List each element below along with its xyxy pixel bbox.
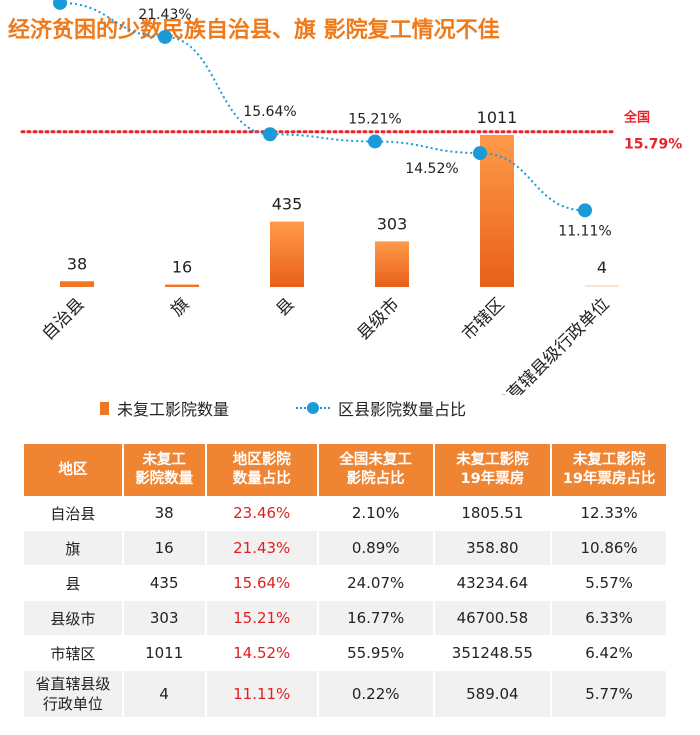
- table-cell: 46700.58: [434, 601, 553, 636]
- bar-1: [165, 284, 199, 287]
- table-cell-share: 14.52%: [206, 636, 319, 671]
- line-layer: 23.46%21.43%15.64%15.21%14.52%11.11%: [53, 0, 612, 239]
- table-cell-region: 省直辖县级 行政单位: [24, 671, 124, 718]
- table-cell: 5.77%: [552, 671, 666, 718]
- bars-layer: 38 16 435 303 1011 4: [60, 108, 619, 287]
- bar-5: [585, 285, 619, 287]
- table-row: 省直辖县级 行政单位 4 11.11% 0.22% 589.04 5.77%: [24, 671, 666, 718]
- bar-value-label: 16: [172, 258, 192, 277]
- line-value-label: 21.43%: [138, 7, 191, 23]
- x-tick-label: 县: [272, 294, 298, 320]
- series-line: [59, 1, 586, 212]
- table-cell-share: 15.64%: [206, 566, 319, 601]
- reference-label: 全国: [623, 110, 650, 126]
- table-cell: 4: [123, 671, 207, 718]
- table-cell: 24.07%: [318, 566, 435, 601]
- data-table: 地区 未复工 影院数量 地区影院 数量占比 全国未复工 影院占比 未复工影院 1…: [24, 444, 666, 718]
- table-cell: 1011: [123, 636, 207, 671]
- x-tick-label: 自治县: [38, 294, 88, 344]
- line-value-label: 15.21%: [348, 111, 401, 127]
- table-cell-share: 23.46%: [206, 496, 319, 531]
- bar-4: [480, 135, 514, 287]
- table-header-cell: 未复工影院 19年票房: [434, 444, 553, 496]
- table-header-cell: 地区影院 数量占比: [206, 444, 319, 496]
- bar-3: [375, 241, 409, 287]
- table-row: 自治县 38 23.46% 2.10% 1805.51 12.33%: [24, 496, 666, 531]
- table-cell: 16: [123, 531, 207, 566]
- table-cell: 6.33%: [552, 601, 666, 636]
- line-point-0: [53, 0, 67, 10]
- table-cell: 589.04: [434, 671, 553, 718]
- table-cell: 351248.55: [434, 636, 553, 671]
- page-title: 经济贫困的少数民族自治县、旗 影院复工情况不佳: [8, 18, 500, 43]
- line-value-label: 15.64%: [243, 104, 296, 120]
- bar-value-label: 38: [67, 254, 87, 273]
- bar-value-label: 435: [272, 195, 303, 214]
- legend-item-bar: 未复工影院数量: [100, 396, 229, 420]
- line-point-2: [263, 127, 277, 142]
- table-cell: 43234.64: [434, 566, 553, 601]
- table-row: 市辖区 1011 14.52% 55.95% 351248.55 6.42%: [24, 636, 666, 671]
- legend: 未复工影院数量 区县影院数量占比: [0, 396, 700, 426]
- x-tick-label: 市辖区: [458, 294, 508, 344]
- table-cell-region: 县: [24, 566, 124, 601]
- bar-0: [60, 281, 94, 287]
- line-point-3: [368, 134, 382, 149]
- x-tick-label: 省直辖县级行政单位: [491, 294, 613, 395]
- table-cell-region: 自治县: [24, 496, 124, 531]
- table-cell: 358.80: [434, 531, 553, 566]
- bar-value-label: 303: [377, 214, 408, 233]
- table-row: 县级市 303 15.21% 16.77% 46700.58 6.33%: [24, 601, 666, 636]
- table-cell: 55.95%: [318, 636, 435, 671]
- table-header-row: 地区 未复工 影院数量 地区影院 数量占比 全国未复工 影院占比 未复工影院 1…: [24, 444, 666, 496]
- line-point-1: [158, 29, 172, 44]
- bar-2: [270, 221, 304, 287]
- reference-value-label: 15.79%: [624, 137, 682, 153]
- x-tick-label: 县级市: [353, 294, 403, 344]
- table-cell: 16.77%: [318, 601, 435, 636]
- legend-line-label: 区县影院数量占比: [338, 400, 467, 419]
- legend-bar-label: 未复工影院数量: [117, 400, 230, 419]
- line-point-5: [578, 203, 592, 218]
- table-header-cell: 全国未复工 影院占比: [318, 444, 435, 496]
- table-cell-region: 旗: [24, 531, 124, 566]
- table-cell: 10.86%: [552, 531, 666, 566]
- table-cell: 12.33%: [552, 496, 666, 531]
- table-row: 县 435 15.64% 24.07% 43234.64 5.57%: [24, 566, 666, 601]
- table-header-cell: 未复工 影院数量: [123, 444, 207, 496]
- table-cell: 6.42%: [552, 636, 666, 671]
- bar-value-label: 1011: [477, 108, 518, 127]
- legend-line-swatch: [296, 401, 330, 415]
- table-cell-share: 21.43%: [206, 531, 319, 566]
- line-value-label: 11.11%: [558, 223, 611, 239]
- line-value-label: 14.52%: [405, 161, 458, 177]
- table-cell-region: 市辖区: [24, 636, 124, 671]
- legend-bar-swatch: [100, 401, 109, 415]
- table-cell-share: 15.21%: [206, 601, 319, 636]
- table-cell-share: 11.11%: [206, 671, 319, 718]
- reference-line-layer: 全国 15.79%: [20, 110, 682, 153]
- table-cell: 1805.51: [434, 496, 553, 531]
- table-row: 旗 16 21.43% 0.89% 358.80 10.86%: [24, 531, 666, 566]
- table-cell: 38: [123, 496, 207, 531]
- table-cell: 2.10%: [318, 496, 435, 531]
- table-cell-region: 县级市: [24, 601, 124, 636]
- table-cell: 435: [123, 566, 207, 601]
- table-header-cell: 未复工影院 19年票房占比: [552, 444, 666, 496]
- table-cell: 0.22%: [318, 671, 435, 718]
- x-tick-label: 旗: [167, 294, 193, 320]
- table-cell: 5.57%: [552, 566, 666, 601]
- bar-value-label: 4: [597, 258, 607, 277]
- table-header-cell: 地区: [24, 444, 124, 496]
- table-cell: 303: [123, 601, 207, 636]
- line-point-4: [473, 146, 487, 161]
- table-cell: 0.89%: [318, 531, 435, 566]
- legend-item-line: 区县影院数量占比: [296, 396, 466, 420]
